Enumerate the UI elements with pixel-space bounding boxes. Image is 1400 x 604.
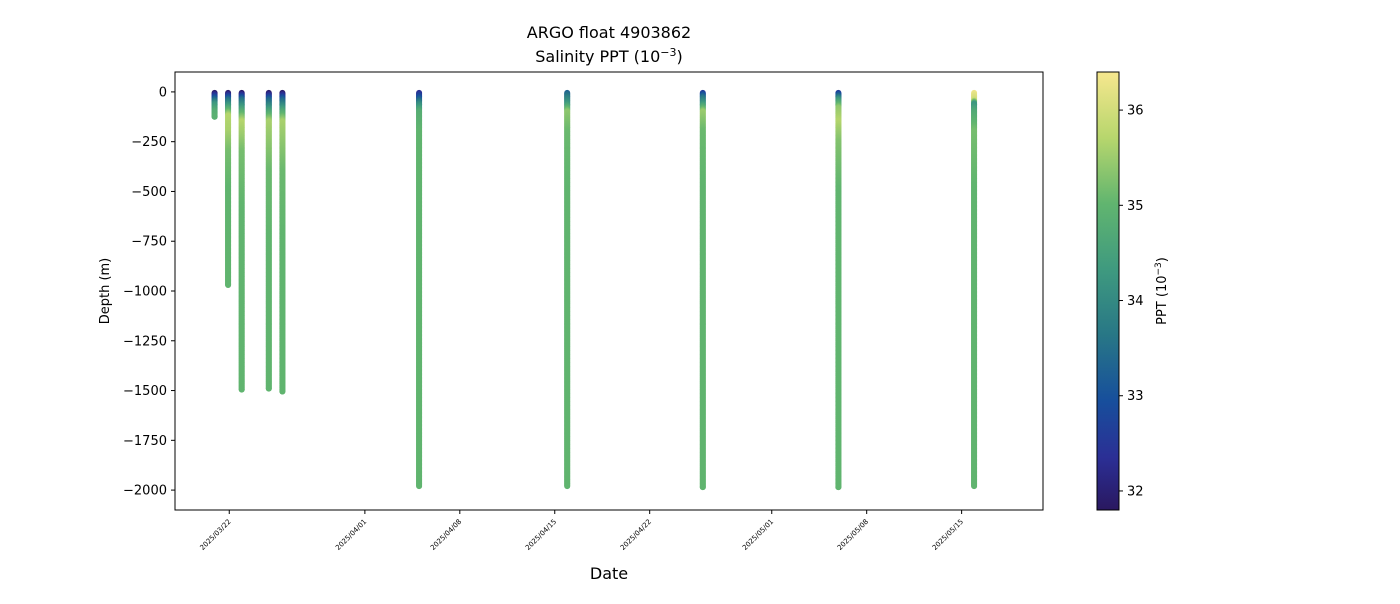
x-tick-label: 2025/05/15 <box>931 518 965 552</box>
data-point <box>279 388 286 395</box>
x-axis-label: Date <box>590 564 628 583</box>
profile <box>265 89 272 392</box>
y-axis: 0 −250 −500 −750 −1000 −1250 −1500 −1750 −2000 <box>123 85 175 499</box>
x-tick-label: 2025/05/08 <box>836 518 870 552</box>
colorbar-axis: 32 33 34 35 36 <box>1119 104 1144 499</box>
x-axis: 2025/03/22 2025/04/01 2025/04/08 2025/04/15… <box>198 510 965 552</box>
subtitle-exponent: −3 <box>660 46 676 59</box>
plot-layer <box>211 89 978 491</box>
x-tick-label: 2025/04/22 <box>619 518 653 552</box>
colorbar-label: PPT (10−3) <box>1154 257 1170 325</box>
colorbar-label-exponent: −3 <box>1154 262 1164 275</box>
x-tick-label: 2025/03/22 <box>198 518 232 552</box>
x-tick-label: 2025/04/01 <box>334 518 368 552</box>
data-point <box>699 484 706 491</box>
y-tick-label: 0 <box>159 85 167 100</box>
data-point <box>835 484 842 491</box>
profile <box>835 89 842 491</box>
y-tick-label: −1250 <box>123 334 167 349</box>
profile <box>564 89 571 490</box>
colorbar-tick-label: 36 <box>1127 104 1144 119</box>
data-point <box>225 282 232 288</box>
data-point <box>971 483 978 490</box>
subtitle-prefix: Salinity PPT (10 <box>535 47 660 66</box>
y-tick-label: −500 <box>131 185 167 200</box>
y-tick-label: −2000 <box>123 484 167 499</box>
profile <box>416 89 423 490</box>
chart-subtitle: Salinity PPT (10−3) <box>535 46 683 66</box>
profile <box>238 89 245 393</box>
data-point <box>416 483 423 490</box>
y-axis-label: Depth (m) <box>98 258 113 325</box>
colorbar <box>1096 71 1120 511</box>
profile <box>211 89 218 120</box>
profile <box>699 89 706 491</box>
profile <box>971 89 978 490</box>
colorbar-tick-label: 32 <box>1127 484 1144 499</box>
colorbar-label-suffix: ) <box>1155 257 1170 262</box>
x-tick-label: 2025/04/15 <box>524 518 558 552</box>
y-tick-label: −1750 <box>123 434 167 449</box>
profile <box>279 89 286 395</box>
profile <box>225 89 232 288</box>
colorbar-label-prefix: PPT (10 <box>1155 275 1170 324</box>
data-point <box>238 386 245 393</box>
y-tick-label: −1500 <box>123 384 167 399</box>
y-tick-label: −250 <box>131 135 167 150</box>
subtitle-suffix: ) <box>677 47 683 66</box>
colorbar-tick-label: 33 <box>1127 389 1144 404</box>
y-tick-label: −1000 <box>123 285 167 300</box>
x-tick-label: 2025/04/08 <box>429 518 463 552</box>
data-point <box>564 483 571 490</box>
chart-title: ARGO float 4903862 <box>527 23 691 42</box>
plot-frame <box>174 71 1044 511</box>
colorbar-tick-label: 34 <box>1127 294 1144 309</box>
colorbar-tick-label: 35 <box>1127 199 1144 214</box>
data-point <box>211 113 218 120</box>
x-tick-label: 2025/05/01 <box>741 518 775 552</box>
y-tick-label: −750 <box>131 235 167 250</box>
data-point <box>265 385 272 392</box>
